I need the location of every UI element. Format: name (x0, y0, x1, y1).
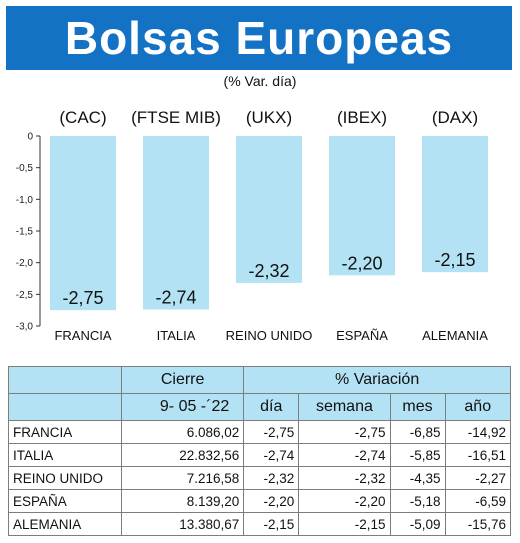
bar (236, 136, 302, 283)
header-semana: semana (298, 393, 391, 421)
row-mes: -5,09 (389, 512, 446, 536)
page-title: Bolsas Europeas (64, 12, 454, 64)
table-row: REINO UNIDO 7.216,58 -2,32 -2,32 -4,35 -… (8, 466, 512, 490)
data-label: -2,15 (434, 250, 475, 270)
y-tick-label: -0,5 (16, 163, 34, 174)
row-semana: -2,74 (298, 443, 391, 467)
row-semana: -2,20 (298, 489, 391, 513)
data-label: -2,75 (62, 288, 103, 308)
row-name: ALEMANIA (8, 512, 122, 536)
y-tick-label: -3,0 (16, 322, 34, 333)
header-anio: año (444, 393, 512, 421)
bar-chart: 0 -0,5 -1,0 -1,5 -2,0 -2,5 -3,0 (CAC) -2,75 FRANC… (16, 108, 488, 343)
index-code-label: (CAC) (59, 108, 106, 127)
index-code-label: (DAX) (432, 108, 478, 127)
row-anio: -14,92 (444, 420, 512, 444)
row-anio: -2,27 (444, 466, 512, 490)
bar (422, 136, 488, 273)
empty-header-cell (8, 393, 122, 421)
row-cierre: 22.832,56 (120, 443, 245, 467)
row-cierre: 13.380,67 (120, 512, 245, 536)
row-name: REINO UNIDO (8, 466, 122, 490)
row-name: ESPAÑA (8, 489, 122, 513)
y-tick-label: -1,0 (16, 195, 34, 206)
y-tick-label: -2,0 (16, 258, 34, 269)
row-mes: -4,35 (389, 466, 446, 490)
row-mes: -6,85 (389, 420, 446, 444)
header-mes: mes (389, 393, 446, 421)
table-row: ESPAÑA 8.139,20 -2,20 -2,20 -5,18 -6,59 (8, 489, 512, 513)
row-cierre: 8.139,20 (120, 489, 245, 513)
row-semana: -2,32 (298, 466, 391, 490)
x-tick-label: ALEMANIA (422, 328, 488, 343)
row-anio: -16,51 (444, 443, 512, 467)
bar (143, 136, 209, 310)
title-bar: Bolsas Europeas (6, 6, 512, 70)
row-name: ITALIA (8, 443, 122, 467)
y-tick-label: -1,5 (16, 227, 34, 238)
data-label: -2,32 (248, 261, 289, 281)
row-anio: -6,59 (444, 489, 512, 513)
row-cierre: 7.216,58 (120, 466, 245, 490)
table-row: ITALIA 22.832,56 -2,74 -2,74 -5,85 -16,5… (8, 443, 512, 467)
x-tick-label: FRANCIA (54, 328, 111, 343)
header-dia: día (243, 393, 300, 421)
x-tick-label: ESPAÑA (336, 328, 388, 343)
row-dia: -2,32 (243, 466, 300, 490)
row-semana: -2,15 (298, 512, 391, 536)
row-dia: -2,15 (243, 512, 300, 536)
row-semana: -2,75 (298, 420, 391, 444)
y-tick-label: 0 (27, 132, 33, 143)
header-cierre: Cierre (120, 366, 245, 394)
header-variacion: % Variación (243, 366, 511, 394)
data-label: -2,20 (341, 253, 382, 273)
row-dia: -2,74 (243, 443, 300, 467)
row-cierre: 6.086,02 (120, 420, 245, 444)
index-code-label: (IBEX) (337, 108, 387, 127)
x-tick-label: ITALIA (157, 328, 196, 343)
y-tick-label: -2,5 (16, 290, 34, 301)
data-label: -2,74 (155, 288, 196, 308)
row-mes: -5,85 (389, 443, 446, 467)
index-code-label: (FTSE MIB) (131, 108, 221, 127)
table-row: ALEMANIA 13.380,67 -2,15 -2,15 -5,09 -15… (8, 512, 512, 536)
header-date: 9- 05 -´22 (120, 393, 245, 421)
bar (50, 136, 116, 311)
row-name: FRANCIA (8, 420, 122, 444)
bar (329, 136, 395, 276)
index-code-label: (UKX) (246, 108, 292, 127)
row-dia: -2,75 (243, 420, 300, 444)
chart-subtitle: (% Var. día) (223, 73, 297, 89)
table-row: FRANCIA 6.086,02 -2,75 -2,75 -6,85 -14,9… (8, 420, 512, 444)
x-tick-label: REINO UNIDO (226, 328, 313, 343)
row-anio: -15,76 (444, 512, 512, 536)
row-dia: -2,20 (243, 489, 300, 513)
market-table: Cierre % Variación 9- 05 -´22 día semana… (8, 366, 512, 536)
empty-header-cell (8, 366, 122, 394)
row-mes: -5,18 (389, 489, 446, 513)
